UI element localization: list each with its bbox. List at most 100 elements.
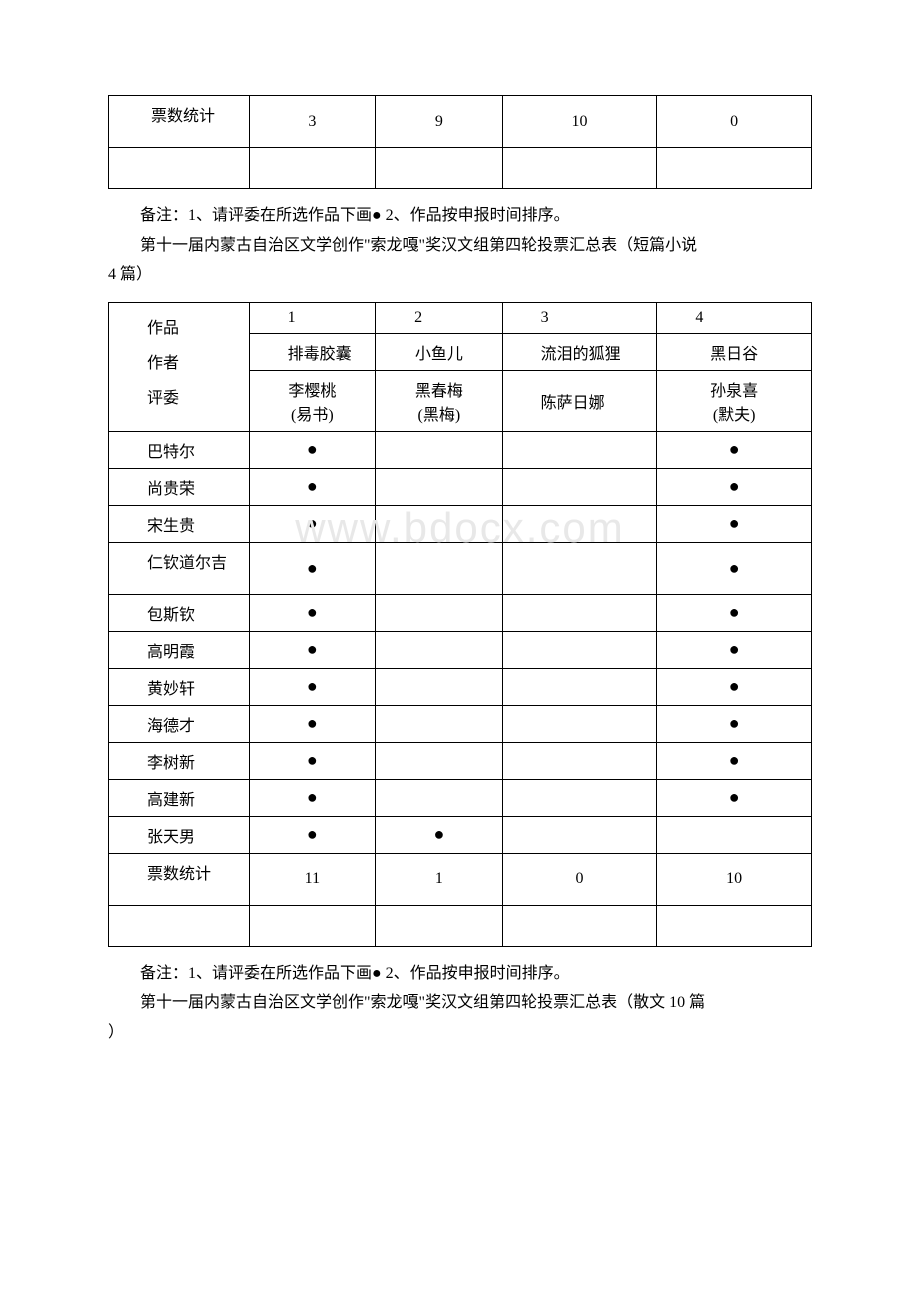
mark-cell (376, 779, 503, 816)
vote-total-cell: 10 (657, 853, 812, 905)
vote-summary-table-top: 票数统计 3 9 10 0 (108, 95, 812, 189)
mark-cell: ● (249, 816, 376, 853)
judge-text: 仁钦道尔吉 (147, 549, 245, 573)
mark-cell: ● (249, 431, 376, 468)
mark-cell: ● (657, 705, 812, 742)
mark-cell (502, 742, 657, 779)
vote-total-cell: 1 (376, 853, 503, 905)
author-name: 陈萨日娜 (541, 389, 653, 413)
col-num: 1 (249, 302, 376, 333)
mark-cell (502, 779, 657, 816)
table-row: 高明霞 ● ● (109, 631, 812, 668)
mark-cell: ● (657, 631, 812, 668)
mark-cell (502, 594, 657, 631)
section-title: 第十一届内蒙古自治区文学创作"索龙嘎"奖汉文组第四轮投票汇总表（散文 10 篇 (108, 990, 812, 1016)
header-label: 评委 (147, 381, 245, 416)
mark-cell (502, 431, 657, 468)
col-num: 2 (376, 302, 503, 333)
section-title-cont: 4 篇） (108, 262, 812, 288)
mark-cell (502, 816, 657, 853)
table-row: 张天男 ● ● (109, 816, 812, 853)
mark-cell: ● (249, 505, 376, 542)
author-cell: 孙泉喜 (默夫) (657, 370, 812, 431)
vote-total-cell: 0 (502, 853, 657, 905)
document-page: 票数统计 3 9 10 0 备注：1、请评委在所选作品下画● 2、作品按申报时间… (0, 0, 920, 1120)
table-row: 宋生贵 ● ● (109, 505, 812, 542)
judge-name: 张天男 (109, 816, 250, 853)
mark-cell: ● (657, 779, 812, 816)
mark-cell (376, 431, 503, 468)
mark-cell (376, 705, 503, 742)
section-title: 第十一届内蒙古自治区文学创作"索龙嘎"奖汉文组第四轮投票汇总表（短篇小说 (108, 233, 812, 259)
mark-cell: ● (249, 742, 376, 779)
work-title: 小鱼儿 (376, 333, 503, 370)
judge-name: 仁钦道尔吉 (109, 542, 250, 594)
table-row: 海德才 ● ● (109, 705, 812, 742)
vote-cell: 10 (502, 96, 657, 148)
work-title: 流泪的狐狸 (502, 333, 657, 370)
mark-cell (376, 542, 503, 594)
table-row: 票数统计 11 1 0 10 (109, 853, 812, 905)
author-cell: 黑春梅 (黑梅) (376, 370, 503, 431)
header-label: 作品 (147, 311, 245, 346)
section-title-cont: ） (108, 1020, 812, 1046)
table-row: 作品 作者 评委 1 2 3 4 (109, 302, 812, 333)
judge-name: 宋生贵 (109, 505, 250, 542)
mark-cell: ● (249, 542, 376, 594)
table-row (109, 905, 812, 946)
label-text: 票数统计 (147, 102, 245, 126)
author-alias: (易书) (254, 401, 372, 425)
mark-cell (502, 468, 657, 505)
mark-cell: ● (249, 594, 376, 631)
table-row: 黄妙轩 ● ● (109, 668, 812, 705)
note-text: 备注：1、请评委在所选作品下画● 2、作品按申报时间排序。 (108, 203, 812, 229)
vote-total-label: 票数统计 (109, 96, 250, 148)
table-row: 包斯钦 ● ● (109, 594, 812, 631)
mark-cell: ● (657, 431, 812, 468)
mark-cell: ● (376, 816, 503, 853)
table-row: 仁钦道尔吉 ● ● (109, 542, 812, 594)
mark-cell (376, 505, 503, 542)
mark-cell: ● (657, 742, 812, 779)
judge-name: 尚贵荣 (109, 468, 250, 505)
mark-cell (502, 542, 657, 594)
judge-name: 高明霞 (109, 631, 250, 668)
table-row: 高建新 ● ● (109, 779, 812, 816)
mark-cell (376, 594, 503, 631)
table-row (109, 148, 812, 189)
mark-cell: ● (249, 705, 376, 742)
mark-cell (376, 742, 503, 779)
mark-cell: ● (657, 594, 812, 631)
mark-cell: ● (657, 668, 812, 705)
mark-cell (502, 505, 657, 542)
mark-cell (376, 468, 503, 505)
author-cell: 李樱桃 (易书) (249, 370, 376, 431)
work-text: 排毒胶囊 (288, 340, 372, 364)
author-alias: (黑梅) (380, 401, 498, 425)
vote-total-cell: 11 (249, 853, 376, 905)
vote-cell: 9 (376, 96, 503, 148)
table-row: 巴特尔 ● ● (109, 431, 812, 468)
mark-cell: ● (249, 779, 376, 816)
mark-cell: ● (657, 542, 812, 594)
mark-cell (376, 668, 503, 705)
vote-cell: 0 (657, 96, 812, 148)
table-row: 李树新 ● ● (109, 742, 812, 779)
vote-cell: 3 (249, 96, 376, 148)
label-text: 票数统计 (147, 860, 245, 884)
mark-cell (502, 631, 657, 668)
work-title: 排毒胶囊 (249, 333, 376, 370)
judge-name: 包斯钦 (109, 594, 250, 631)
col-num: 4 (657, 302, 812, 333)
vote-total-label: 票数统计 (109, 853, 250, 905)
judge-name: 李树新 (109, 742, 250, 779)
table-row: 票数统计 3 9 10 0 (109, 96, 812, 148)
judge-name: 黄妙轩 (109, 668, 250, 705)
author-name: 李樱桃 (254, 377, 372, 401)
mark-cell: ● (249, 668, 376, 705)
main-table-wrapper: www.bdocx.com 作品 作者 评委 1 2 3 4 排毒胶囊 (108, 302, 812, 947)
vote-detail-table: 作品 作者 评委 1 2 3 4 排毒胶囊 小鱼儿 流泪的狐狸 黑日谷 (108, 302, 812, 947)
work-title: 黑日谷 (657, 333, 812, 370)
mark-cell: ● (249, 631, 376, 668)
mark-cell (376, 631, 503, 668)
